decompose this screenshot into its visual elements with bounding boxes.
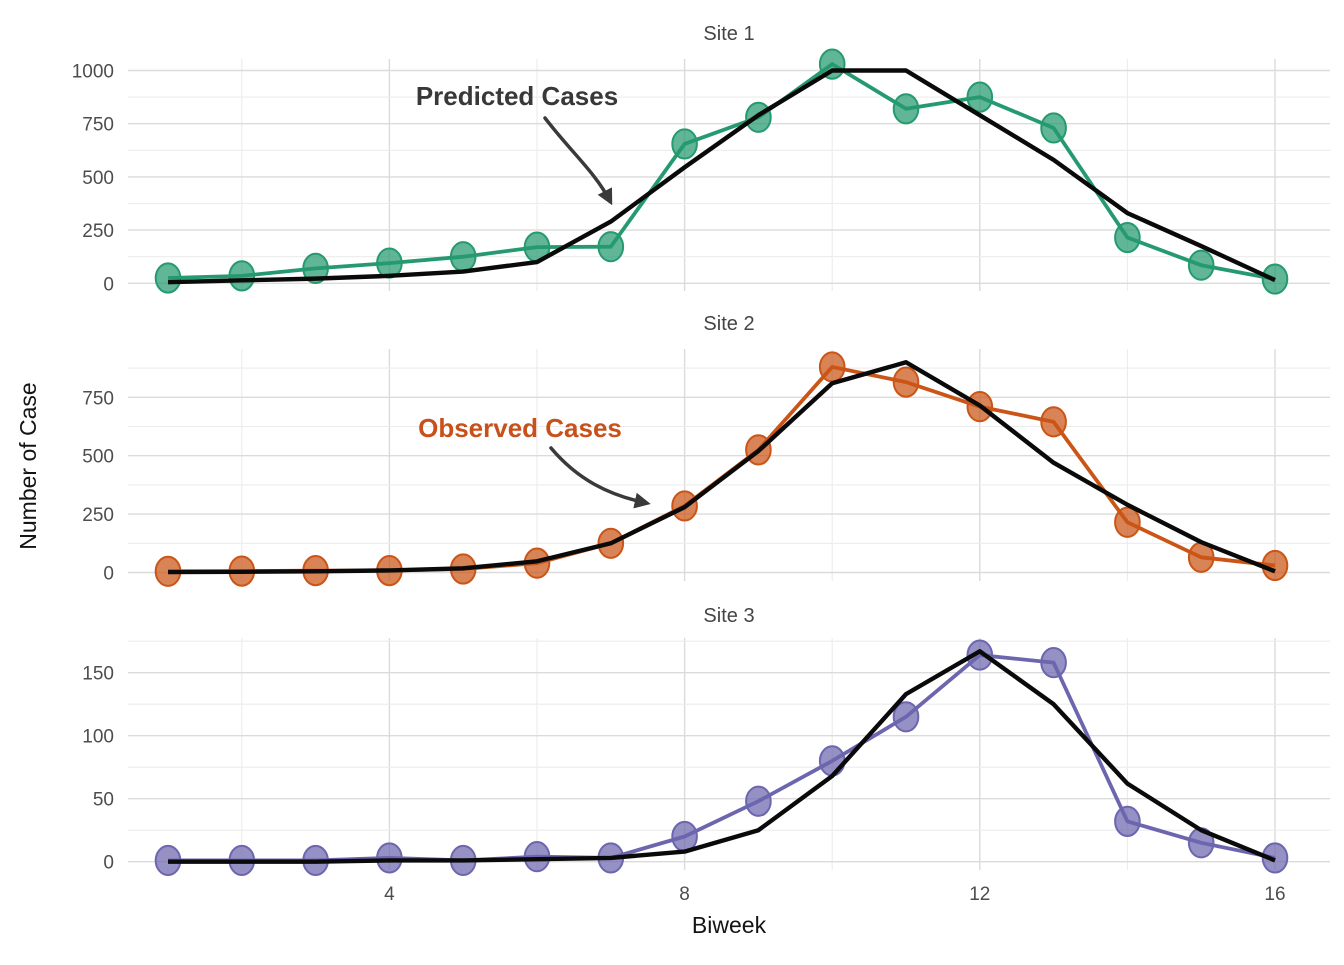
y-tick-label: 250 — [82, 221, 114, 242]
observed-line — [168, 653, 1276, 863]
facet-panels: 0 250 500 750 1000 Site 1 0 250 500 750 Site 2 0 50 1… — [72, 23, 1330, 905]
y-tick-label: 500 — [82, 447, 114, 468]
predicted-line — [167, 68, 1276, 285]
y-tick-label: 750 — [82, 115, 114, 136]
observed-line — [167, 62, 1276, 281]
facet-title: Site 1 — [703, 23, 754, 45]
x-tick-label: 16 — [1264, 884, 1285, 905]
panel-site-3: 0 50 100 150 Site 3 — [82, 605, 1330, 877]
y-tick-label: 50 — [93, 790, 114, 811]
x-axis-title: Biweek — [692, 912, 767, 938]
predicted-cases-arrow-icon — [543, 116, 613, 206]
y-tick-label: 1000 — [72, 62, 114, 83]
y-tick-label: 500 — [82, 168, 114, 189]
annotation-predicted-cases: Predicted Cases — [416, 81, 618, 206]
y-tick-label: 0 — [103, 853, 114, 874]
observed-cases-label: Observed Cases — [418, 413, 622, 443]
y-tick-label: 750 — [82, 388, 114, 409]
y-tick-label: 0 — [103, 564, 114, 585]
x-tick-label: 12 — [969, 884, 990, 905]
y-tick-label: 100 — [82, 727, 114, 748]
panel-site-1: 0 250 500 750 1000 Site 1 — [72, 23, 1330, 295]
y-axis-title: Number of Case — [15, 382, 41, 549]
observed-cases-arrow-icon — [549, 446, 651, 509]
y-tick-label: 0 — [103, 274, 114, 295]
predicted-cases-label: Predicted Cases — [416, 81, 618, 111]
panel-site-2: 0 250 500 750 Site 2 — [82, 313, 1330, 587]
predicted-line — [167, 360, 1276, 575]
y-tick-label: 250 — [82, 505, 114, 526]
y-tick-label: 150 — [82, 664, 114, 685]
facet-title: Site 2 — [703, 313, 754, 335]
predicted-line — [168, 649, 1276, 864]
x-tick-label: 4 — [384, 884, 395, 905]
facet-title: Site 3 — [703, 605, 754, 627]
x-tick-label: 8 — [679, 884, 690, 905]
annotation-observed-cases: Observed Cases — [418, 413, 651, 509]
